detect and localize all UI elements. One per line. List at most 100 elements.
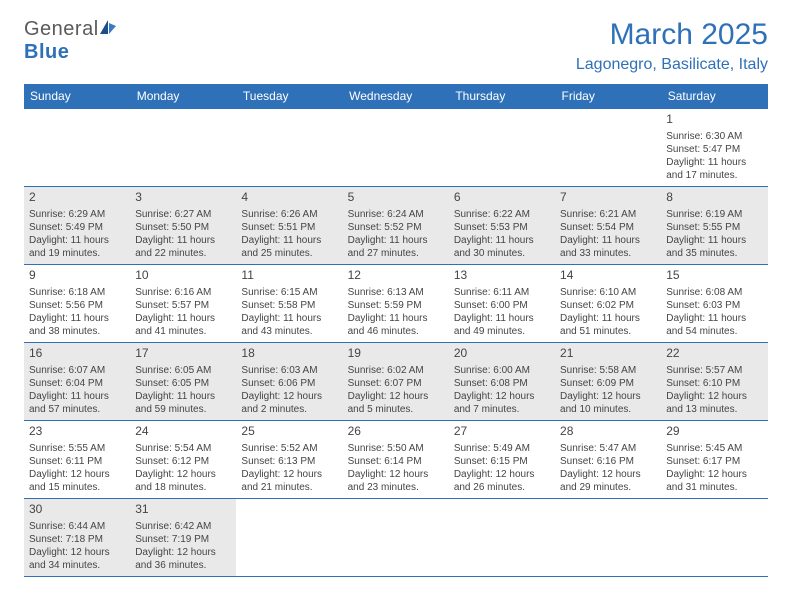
day-number: 11 bbox=[241, 268, 337, 284]
location: Lagonegro, Basilicate, Italy bbox=[576, 56, 768, 74]
day-number: 16 bbox=[29, 346, 125, 362]
cell-sunrise: Sunrise: 6:07 AM bbox=[29, 364, 125, 377]
calendar-cell bbox=[343, 109, 449, 187]
cell-daylight2: and 27 minutes. bbox=[348, 247, 444, 260]
cell-daylight2: and 35 minutes. bbox=[666, 247, 762, 260]
day-number: 21 bbox=[560, 346, 656, 362]
cell-daylight1: Daylight: 12 hours bbox=[454, 390, 550, 403]
cell-daylight1: Daylight: 12 hours bbox=[135, 546, 231, 559]
cell-sunrise: Sunrise: 5:47 AM bbox=[560, 442, 656, 455]
cell-sunrise: Sunrise: 5:52 AM bbox=[241, 442, 337, 455]
day-header-row: Sunday Monday Tuesday Wednesday Thursday… bbox=[24, 84, 768, 109]
cell-daylight1: Daylight: 11 hours bbox=[135, 312, 231, 325]
calendar-row: 23Sunrise: 5:55 AMSunset: 6:11 PMDayligh… bbox=[24, 421, 768, 499]
day-number: 3 bbox=[135, 190, 231, 206]
cell-sunset: Sunset: 6:16 PM bbox=[560, 455, 656, 468]
cell-daylight2: and 49 minutes. bbox=[454, 325, 550, 338]
cell-sunset: Sunset: 6:10 PM bbox=[666, 377, 762, 390]
cell-sunset: Sunset: 5:59 PM bbox=[348, 299, 444, 312]
cell-daylight1: Daylight: 11 hours bbox=[666, 312, 762, 325]
cell-daylight2: and 17 minutes. bbox=[666, 169, 762, 182]
cell-sunset: Sunset: 5:52 PM bbox=[348, 221, 444, 234]
cell-sunset: Sunset: 6:02 PM bbox=[560, 299, 656, 312]
calendar-cell: 30Sunrise: 6:44 AMSunset: 7:18 PMDayligh… bbox=[24, 499, 130, 577]
cell-sunrise: Sunrise: 6:27 AM bbox=[135, 208, 231, 221]
calendar-cell: 18Sunrise: 6:03 AMSunset: 6:06 PMDayligh… bbox=[236, 343, 342, 421]
cell-daylight2: and 29 minutes. bbox=[560, 481, 656, 494]
calendar-cell: 15Sunrise: 6:08 AMSunset: 6:03 PMDayligh… bbox=[661, 265, 767, 343]
cell-daylight1: Daylight: 11 hours bbox=[241, 312, 337, 325]
calendar-row: 1Sunrise: 6:30 AMSunset: 5:47 PMDaylight… bbox=[24, 109, 768, 187]
cell-daylight1: Daylight: 11 hours bbox=[560, 312, 656, 325]
day-header: Wednesday bbox=[343, 84, 449, 109]
cell-sunrise: Sunrise: 5:45 AM bbox=[666, 442, 762, 455]
cell-daylight1: Daylight: 11 hours bbox=[135, 390, 231, 403]
day-number: 18 bbox=[241, 346, 337, 362]
cell-sunrise: Sunrise: 5:58 AM bbox=[560, 364, 656, 377]
day-number: 31 bbox=[135, 502, 231, 518]
calendar-cell: 10Sunrise: 6:16 AMSunset: 5:57 PMDayligh… bbox=[130, 265, 236, 343]
cell-daylight2: and 59 minutes. bbox=[135, 403, 231, 416]
day-number: 5 bbox=[348, 190, 444, 206]
cell-daylight1: Daylight: 11 hours bbox=[29, 234, 125, 247]
cell-sunrise: Sunrise: 6:05 AM bbox=[135, 364, 231, 377]
cell-sunset: Sunset: 6:13 PM bbox=[241, 455, 337, 468]
cell-sunrise: Sunrise: 5:50 AM bbox=[348, 442, 444, 455]
cell-daylight2: and 46 minutes. bbox=[348, 325, 444, 338]
calendar-cell: 28Sunrise: 5:47 AMSunset: 6:16 PMDayligh… bbox=[555, 421, 661, 499]
cell-sunset: Sunset: 7:18 PM bbox=[29, 533, 125, 546]
day-number: 26 bbox=[348, 424, 444, 440]
calendar-cell: 8Sunrise: 6:19 AMSunset: 5:55 PMDaylight… bbox=[661, 187, 767, 265]
cell-daylight1: Daylight: 11 hours bbox=[454, 234, 550, 247]
calendar-cell bbox=[343, 499, 449, 577]
cell-sunset: Sunset: 6:07 PM bbox=[348, 377, 444, 390]
cell-sunset: Sunset: 6:11 PM bbox=[29, 455, 125, 468]
cell-daylight1: Daylight: 11 hours bbox=[135, 234, 231, 247]
cell-daylight2: and 36 minutes. bbox=[135, 559, 231, 572]
cell-daylight1: Daylight: 11 hours bbox=[29, 390, 125, 403]
calendar-table: Sunday Monday Tuesday Wednesday Thursday… bbox=[24, 84, 768, 577]
calendar-cell: 3 Sunrise: 6:27 AMSunset: 5:50 PMDaylight… bbox=[130, 187, 236, 265]
cell-daylight2: and 21 minutes. bbox=[241, 481, 337, 494]
calendar-cell bbox=[236, 109, 342, 187]
cell-sunset: Sunset: 6:12 PM bbox=[135, 455, 231, 468]
day-number: 9 bbox=[29, 268, 125, 284]
cell-sunrise: Sunrise: 6:42 AM bbox=[135, 520, 231, 533]
cell-sunrise: Sunrise: 5:54 AM bbox=[135, 442, 231, 455]
cell-daylight2: and 51 minutes. bbox=[560, 325, 656, 338]
cell-daylight1: Daylight: 12 hours bbox=[241, 390, 337, 403]
cell-sunset: Sunset: 5:49 PM bbox=[29, 221, 125, 234]
cell-sunset: Sunset: 5:58 PM bbox=[241, 299, 337, 312]
day-number: 6 bbox=[454, 190, 550, 206]
calendar-cell bbox=[130, 109, 236, 187]
calendar-cell: 9Sunrise: 6:18 AMSunset: 5:56 PMDaylight… bbox=[24, 265, 130, 343]
day-number: 10 bbox=[135, 268, 231, 284]
calendar-cell bbox=[555, 499, 661, 577]
logo-text: GeneralBlue bbox=[24, 18, 117, 64]
cell-sunset: Sunset: 5:57 PM bbox=[135, 299, 231, 312]
cell-sunrise: Sunrise: 6:03 AM bbox=[241, 364, 337, 377]
cell-sunset: Sunset: 5:50 PM bbox=[135, 221, 231, 234]
calendar-cell bbox=[449, 109, 555, 187]
cell-sunset: Sunset: 6:14 PM bbox=[348, 455, 444, 468]
calendar-cell: 29Sunrise: 5:45 AMSunset: 6:17 PMDayligh… bbox=[661, 421, 767, 499]
sail-icon bbox=[99, 18, 117, 41]
cell-daylight2: and 34 minutes. bbox=[29, 559, 125, 572]
calendar-cell: 23Sunrise: 5:55 AMSunset: 6:11 PMDayligh… bbox=[24, 421, 130, 499]
cell-sunset: Sunset: 6:00 PM bbox=[454, 299, 550, 312]
cell-daylight2: and 30 minutes. bbox=[454, 247, 550, 260]
cell-sunrise: Sunrise: 6:22 AM bbox=[454, 208, 550, 221]
cell-sunset: Sunset: 6:08 PM bbox=[454, 377, 550, 390]
day-number: 12 bbox=[348, 268, 444, 284]
cell-daylight1: Daylight: 11 hours bbox=[348, 312, 444, 325]
cell-daylight1: Daylight: 12 hours bbox=[560, 390, 656, 403]
day-header: Friday bbox=[555, 84, 661, 109]
calendar-row: 2Sunrise: 6:29 AMSunset: 5:49 PMDaylight… bbox=[24, 187, 768, 265]
logo-text-blue: Blue bbox=[24, 41, 69, 63]
cell-sunrise: Sunrise: 6:26 AM bbox=[241, 208, 337, 221]
cell-daylight1: Daylight: 12 hours bbox=[560, 468, 656, 481]
cell-sunset: Sunset: 6:09 PM bbox=[560, 377, 656, 390]
calendar-cell bbox=[449, 499, 555, 577]
calendar-body: 1Sunrise: 6:30 AMSunset: 5:47 PMDaylight… bbox=[24, 109, 768, 577]
cell-sunset: Sunset: 6:03 PM bbox=[666, 299, 762, 312]
